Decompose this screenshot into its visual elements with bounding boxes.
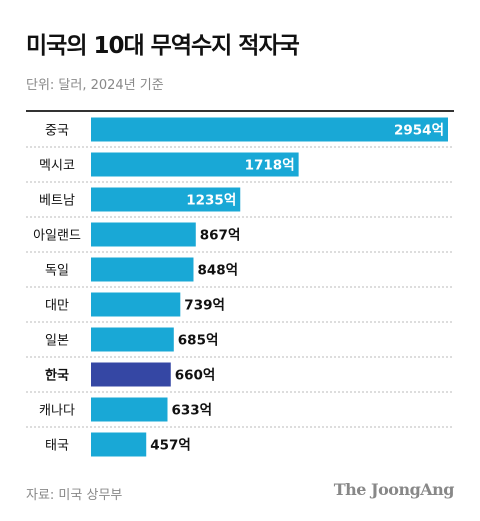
- category-label: 대만: [45, 299, 69, 314]
- bar: [91, 292, 181, 317]
- bar: [91, 117, 448, 142]
- value-label: 660억: [175, 368, 216, 384]
- chart-subtitle: 단위: 달러, 2024년 기준: [26, 78, 164, 93]
- value-label: 1718억: [245, 158, 295, 174]
- value-label: 2954억: [394, 123, 444, 139]
- category-label: 중국: [45, 124, 69, 139]
- bar: [91, 362, 171, 387]
- category-label: 일본: [45, 334, 69, 349]
- bar: [91, 257, 194, 282]
- value-label: 848억: [197, 263, 238, 279]
- category-label: 베트남: [39, 194, 75, 209]
- bar: [91, 327, 174, 352]
- category-label: 아일랜드: [33, 229, 81, 244]
- category-label: 한국: [45, 368, 69, 384]
- category-label: 독일: [45, 264, 69, 279]
- value-label: 685억: [178, 333, 219, 349]
- source-note: 자료: 미국 상무부: [26, 488, 123, 503]
- bar: [91, 187, 241, 212]
- value-label: 457억: [150, 438, 191, 454]
- bar: [91, 152, 299, 177]
- top-rule: [26, 110, 454, 112]
- bar: [91, 397, 168, 422]
- category-label: 멕시코: [39, 159, 75, 174]
- value-label: 867억: [200, 228, 241, 244]
- brand-logo: The JoongAng: [333, 480, 455, 499]
- bar: [91, 432, 147, 457]
- value-label: 1235억: [186, 193, 236, 209]
- category-label: 태국: [45, 439, 69, 454]
- category-label: 캐나다: [39, 404, 75, 419]
- chart-title: 미국의 10대 무역수지 적자국: [26, 33, 300, 59]
- bar: [91, 222, 196, 247]
- value-label: 633억: [172, 403, 213, 419]
- value-label: 739억: [184, 298, 225, 314]
